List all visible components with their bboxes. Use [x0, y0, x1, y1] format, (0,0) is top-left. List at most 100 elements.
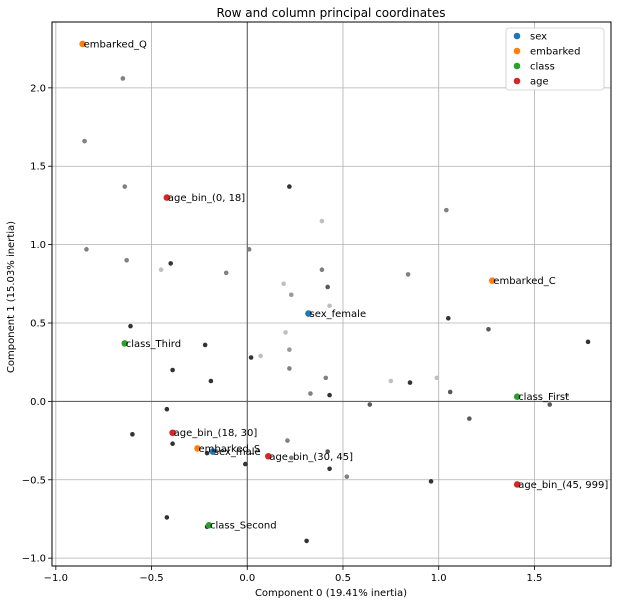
- point-embarked: [489, 277, 496, 284]
- row-point: [170, 441, 175, 447]
- point-label: class_Second: [210, 521, 277, 532]
- row-point: [434, 375, 440, 381]
- y-tick-label: 1.0: [30, 240, 46, 251]
- row-point: [120, 76, 126, 81]
- row-point: [344, 474, 350, 479]
- legend-marker: [513, 77, 521, 85]
- row-point: [82, 138, 87, 144]
- row-point: [327, 466, 332, 472]
- row-point: [128, 323, 133, 329]
- row-point: [367, 402, 373, 407]
- point-label: class_First: [518, 392, 569, 403]
- y-axis-label: Component 1 (15.03% inertia): [6, 221, 17, 373]
- x-tick-label: −0.5: [139, 573, 163, 584]
- point-class: [121, 340, 129, 347]
- row-point: [248, 355, 254, 360]
- legend-entry: age: [530, 77, 549, 88]
- row-point: [168, 261, 173, 266]
- point-class: [205, 521, 213, 529]
- row-point: [287, 347, 292, 352]
- point-label: age_bin_(45, 999]: [518, 480, 608, 491]
- row-point: [170, 367, 175, 373]
- point-sex: [305, 310, 312, 317]
- row-point: [223, 270, 229, 276]
- y-tick-label: −1.0: [22, 554, 46, 565]
- row-point: [447, 389, 453, 395]
- zero-lines: [52, 22, 611, 566]
- row-points: [82, 76, 591, 544]
- row-point: [323, 375, 329, 381]
- row-point: [564, 392, 570, 398]
- legend-marker: [513, 62, 521, 70]
- row-point: [202, 342, 208, 348]
- x-tick-label: 0.0: [239, 573, 255, 584]
- point-sex: [209, 448, 217, 455]
- row-point: [208, 378, 214, 384]
- row-point: [325, 284, 330, 290]
- row-point: [122, 184, 128, 189]
- row-point: [547, 402, 553, 407]
- y-tick-label: 0.0: [30, 397, 46, 408]
- x-axis-label: Component 0 (19.41% inertia): [255, 588, 407, 599]
- point-label: sex_male: [214, 447, 261, 458]
- row-point: [467, 416, 472, 421]
- row-point: [164, 515, 170, 520]
- legend-marker: [513, 32, 521, 40]
- row-point: [287, 366, 292, 371]
- row-point: [158, 267, 164, 273]
- row-point: [308, 391, 313, 396]
- point-age: [163, 194, 171, 201]
- point-age: [169, 429, 176, 437]
- legend-entry: sex: [530, 32, 547, 43]
- y-tick-label: 2.0: [30, 83, 46, 94]
- row-point: [281, 281, 286, 287]
- row-point: [486, 326, 491, 332]
- point-class: [513, 393, 521, 400]
- row-point: [130, 432, 135, 437]
- row-point: [444, 207, 449, 213]
- row-point: [288, 292, 294, 298]
- legend-box: [505, 27, 605, 91]
- row-point: [319, 267, 325, 273]
- row-point: [327, 392, 332, 398]
- point-embarked: [194, 445, 201, 452]
- row-point: [325, 449, 330, 454]
- row-point: [319, 218, 325, 224]
- y-tick-label: −0.5: [22, 475, 46, 486]
- row-point: [164, 406, 170, 412]
- row-point: [585, 339, 591, 345]
- row-point: [428, 479, 434, 484]
- row-point: [246, 247, 252, 252]
- x-tick-label: 1.0: [431, 573, 447, 584]
- row-point: [285, 438, 290, 443]
- chart-title: Row and column principal coordinates: [217, 6, 446, 20]
- column-points: [79, 40, 521, 529]
- y-tick-label: 0.5: [30, 319, 46, 330]
- row-point: [407, 380, 413, 385]
- x-tick-label: 0.5: [335, 573, 351, 584]
- point-label: age_bin_(0, 18]: [168, 193, 245, 204]
- row-point: [287, 184, 292, 189]
- row-point: [388, 378, 394, 384]
- row-point: [304, 538, 309, 544]
- row-point: [288, 455, 294, 461]
- legend-marker: [513, 47, 521, 55]
- point-label: class_Third: [126, 339, 181, 350]
- x-axis-ticks: −1.0 −0.5 0.0 0.5 1.0 1.5: [44, 566, 542, 584]
- row-point: [84, 247, 89, 252]
- row-point: [243, 461, 248, 467]
- plot-frame: [51, 21, 612, 567]
- point-age: [513, 481, 521, 488]
- point-age: [265, 452, 272, 460]
- y-axis-ticks: −1.0 −0.5 0.0 0.5 1.0 1.5 2.0: [22, 83, 52, 565]
- legend-entry: embarked: [530, 47, 580, 58]
- x-tick-label: 1.5: [526, 573, 542, 584]
- point-label: embarked_S: [198, 444, 260, 455]
- row-point: [204, 450, 210, 456]
- y-tick-label: 1.5: [30, 162, 46, 173]
- row-point: [445, 315, 451, 321]
- point-label: embarked_C: [493, 276, 555, 287]
- row-point: [258, 353, 263, 359]
